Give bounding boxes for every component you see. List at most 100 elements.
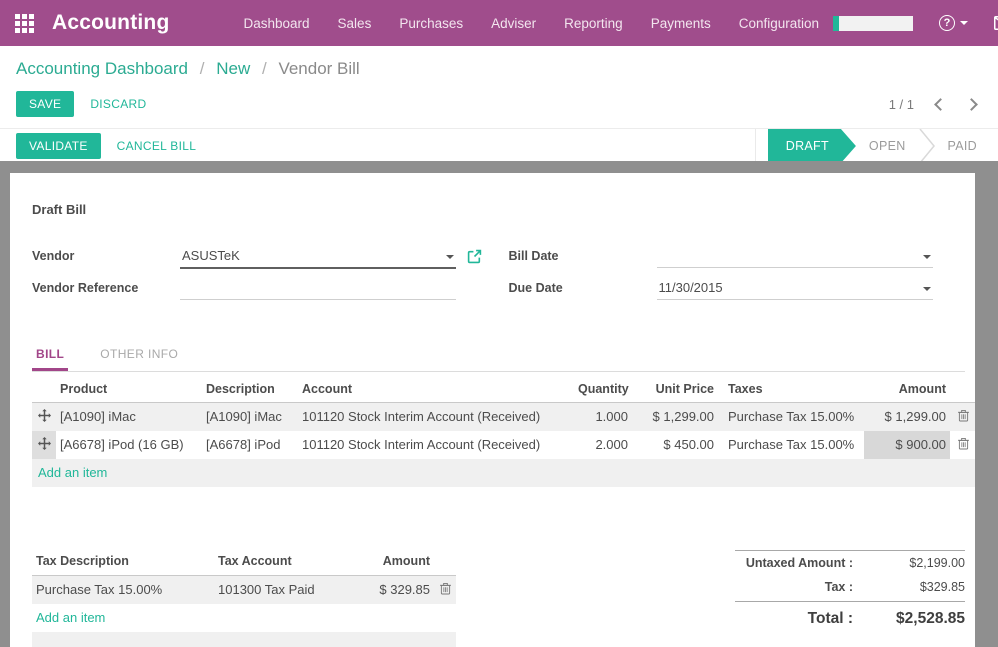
cancel-bill-button[interactable]: CANCEL BILL: [116, 139, 197, 153]
save-button[interactable]: SAVE: [16, 91, 75, 117]
notebook-tabs: BILL OTHER INFO: [32, 341, 965, 372]
tax-row-total: Tax : $329.85: [735, 575, 965, 599]
tax-value: $329.85: [919, 579, 965, 594]
status-pipeline: DRAFT OPEN PAID: [754, 129, 990, 163]
add-line-button[interactable]: Add an item: [38, 465, 108, 480]
cell-unit-price[interactable]: $ 450.00: [663, 437, 714, 452]
state-open[interactable]: OPEN: [868, 139, 906, 153]
cell-account[interactable]: 101120 Stock Interim Account (Received): [298, 402, 574, 431]
cell-description[interactable]: [A6678] iPod: [206, 437, 281, 452]
control-panel: Accounting Dashboard / New / Vendor Bill…: [0, 46, 998, 129]
tax-label: Tax :: [824, 579, 853, 594]
chevron-down-icon[interactable]: [446, 255, 454, 259]
discard-button[interactable]: DISCARD: [90, 97, 147, 111]
topbar-right: ? 21: [833, 15, 998, 31]
help-menu[interactable]: ?: [939, 15, 969, 31]
total-value: $2,528.85: [896, 609, 965, 627]
invoice-lines-table: Product Description Account Quantity Uni…: [32, 376, 975, 487]
due-date-label: Due Date: [508, 281, 563, 295]
nav-item-payments[interactable]: Payments: [650, 15, 711, 31]
totals-panel: Untaxed Amount : $2,199.00 Tax : $329.85…: [735, 549, 965, 633]
col-unit-price[interactable]: Unit Price: [632, 376, 718, 403]
breadcrumb-separator: /: [199, 59, 205, 78]
apps-menu-icon[interactable]: [15, 13, 34, 33]
col-description[interactable]: Description: [202, 376, 298, 403]
cell-tax-account[interactable]: 101300 Tax Paid: [214, 575, 356, 604]
cell-taxes[interactable]: Purchase Tax 15.00%: [718, 402, 864, 431]
cell-amount: $ 900.00: [864, 430, 950, 459]
validate-button[interactable]: VALIDATE: [16, 133, 101, 159]
col-tax-description[interactable]: Tax Description: [32, 546, 214, 576]
untaxed-amount-value: $2,199.00: [909, 555, 965, 570]
nav-item-dashboard[interactable]: Dashboard: [243, 15, 310, 31]
pager-previous-icon[interactable]: [934, 97, 947, 111]
untaxed-amount-row: Untaxed Amount : $2,199.00: [735, 549, 965, 575]
tab-bill[interactable]: BILL: [32, 341, 69, 371]
cell-description[interactable]: [A1090] iMac: [202, 402, 298, 431]
bill-date-label: Bill Date: [508, 249, 559, 263]
bill-date-field[interactable]: [656, 246, 933, 268]
form-sheet: Draft Bill Vendor ASUSTeK: [10, 173, 975, 647]
chevron-right-icon: [918, 129, 935, 163]
col-product[interactable]: Product: [56, 376, 202, 403]
vendor-label: Vendor: [32, 249, 75, 263]
planner-progress-bar[interactable]: [833, 15, 914, 31]
cell-quantity[interactable]: 1.000: [574, 402, 632, 431]
chevron-down-icon[interactable]: [922, 255, 931, 259]
nav-item-purchases[interactable]: Purchases: [399, 15, 464, 31]
external-link-icon[interactable]: [467, 249, 482, 267]
top-navbar: Accounting Dashboard Sales Purchases Adv…: [0, 0, 998, 46]
empty-tax-row: [32, 631, 456, 647]
delete-row-button[interactable]: [950, 431, 975, 459]
untaxed-amount-label: Untaxed Amount :: [745, 555, 853, 570]
bottom-section: Tax Description Tax Account Amount Purch…: [32, 546, 965, 647]
app-title[interactable]: Accounting: [52, 11, 170, 34]
nav-item-configuration[interactable]: Configuration: [738, 15, 820, 31]
cell-unit-price[interactable]: $ 1,299.00: [632, 402, 718, 431]
breadcrumb-current: Vendor Bill: [278, 59, 360, 78]
delete-row-button[interactable]: [950, 402, 975, 431]
pager-next-icon[interactable]: [965, 97, 978, 111]
messages-button[interactable]: [994, 16, 998, 30]
cell-tax-description[interactable]: Purchase Tax 15.00%: [32, 575, 214, 604]
state-draft[interactable]: DRAFT: [768, 129, 856, 163]
breadcrumb-separator: /: [261, 59, 267, 78]
tax-row[interactable]: Purchase Tax 15.00% 101300 Tax Paid $ 32…: [32, 575, 456, 604]
add-tax-line-button[interactable]: Add an item: [36, 610, 106, 625]
col-tax-account[interactable]: Tax Account: [214, 546, 356, 576]
cell-quantity[interactable]: 2.000: [595, 437, 628, 452]
cell-product[interactable]: [A6678] iPod (16 GB): [60, 437, 184, 452]
state-paid[interactable]: PAID: [947, 139, 977, 153]
tax-lines-table: Tax Description Tax Account Amount Purch…: [32, 546, 456, 647]
col-tax-amount[interactable]: Amount: [356, 546, 434, 576]
col-account[interactable]: Account: [298, 376, 574, 403]
grand-total-row: Total : $2,528.85: [735, 600, 965, 633]
vendor-reference-field[interactable]: [180, 278, 456, 300]
breadcrumb-link-new[interactable]: New: [216, 59, 251, 78]
table-row[interactable]: [A6678] iPod (16 GB) [A6678] iPod 101120…: [32, 430, 975, 459]
due-date-field[interactable]: 11/30/2015: [656, 278, 933, 300]
breadcrumb-link-accounting-dashboard[interactable]: Accounting Dashboard: [16, 59, 189, 78]
col-quantity[interactable]: Quantity: [574, 376, 632, 403]
document-title: Draft Bill: [32, 202, 87, 217]
drag-handle-icon[interactable]: [32, 402, 56, 431]
cell-tax-amount[interactable]: $ 329.85: [356, 575, 434, 604]
col-amount[interactable]: Amount: [864, 376, 950, 403]
nav-item-adviser[interactable]: Adviser: [491, 15, 537, 31]
tab-other-info[interactable]: OTHER INFO: [100, 347, 179, 361]
cell-product[interactable]: [A1090] iMac: [56, 402, 202, 431]
cell-taxes[interactable]: Purchase Tax 15.00%: [728, 437, 855, 452]
breadcrumb: Accounting Dashboard / New / Vendor Bill: [16, 59, 982, 79]
cell-account[interactable]: 101120 Stock Interim Account (Received): [302, 437, 541, 452]
nav-item-reporting[interactable]: Reporting: [564, 15, 623, 31]
vendor-field[interactable]: ASUSTeK: [180, 246, 482, 269]
add-tax-row: Add an item: [32, 604, 456, 632]
nav-item-sales[interactable]: Sales: [337, 15, 372, 31]
envelope-icon: [994, 16, 998, 30]
col-taxes[interactable]: Taxes: [718, 376, 864, 403]
chevron-down-icon[interactable]: [922, 287, 931, 291]
table-row[interactable]: [A1090] iMac [A1090] iMac 101120 Stock I…: [32, 402, 975, 431]
drag-handle-icon[interactable]: [32, 430, 56, 459]
delete-tax-row-button[interactable]: [434, 575, 456, 604]
statusbar: VALIDATE CANCEL BILL DRAFT OPEN PAID: [0, 129, 998, 163]
